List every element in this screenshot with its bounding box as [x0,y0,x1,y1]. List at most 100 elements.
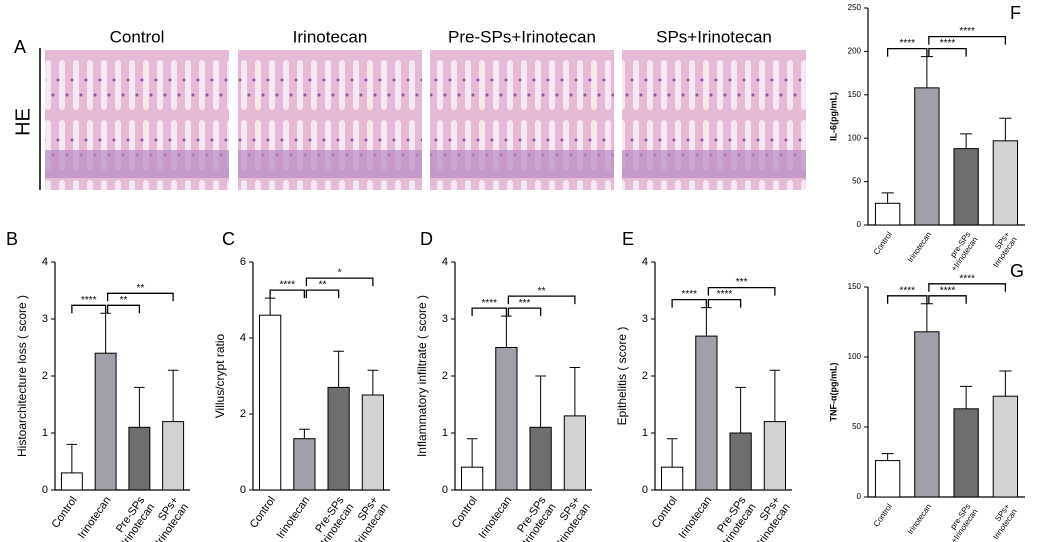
bar [94,352,117,491]
significance-label: ** [319,280,327,291]
x-tick-label: pre-SPs+Irinotecan [942,502,979,542]
y-tick-label: 0 [240,484,246,496]
y-axis-label: TNF-α(pg/mL) [828,362,838,421]
x-tick-label: pre-SPs+Irinotecan [942,230,979,273]
significance-label: *** [519,298,531,309]
y-tick-label: 0 [642,484,648,496]
y-axis-label: Inflammatory infiltrate ( score ) [415,295,429,457]
bar [953,148,979,226]
bar [695,335,718,491]
x-tick-label: SPs+Irinotecan [343,495,390,542]
significance-label: **** [940,285,956,296]
significance-label: ** [136,283,144,294]
bar [259,314,282,491]
bar [661,466,684,491]
panel-label: A [14,37,26,57]
x-tick-label: Irinotecan [906,502,934,536]
x-tick-label: Pre-SPs+Irinotecan [305,494,356,542]
error-bar [769,369,781,422]
significance-bracket [707,286,776,296]
significance-label: ** [120,295,128,306]
y-tick-label: 4 [642,256,648,268]
significance-label: **** [899,38,915,49]
significance-bracket [928,35,1007,45]
bar [162,421,185,491]
error-bar [134,386,145,428]
x-tick-label: Pre-SPs+Irinotecan [507,494,558,542]
bar [128,426,151,491]
panel-label: D [420,229,433,249]
error-bar [501,315,512,348]
x-tick-label: Control [872,502,894,528]
y-tick-label: 1 [442,427,448,439]
error-bar [960,133,973,149]
y-tick-label: 100 [848,133,862,142]
y-tick-label: 4 [442,256,448,268]
significance-bracket [671,298,708,308]
x-tick-label: Control [650,495,680,531]
significance-bracket [707,298,742,308]
bar [327,386,350,491]
bar [563,415,586,491]
y-tick-label: 0 [857,220,862,229]
x-tick-label: Irinotecan [275,495,313,541]
error-bar [367,369,379,395]
x-tick-label: Control [872,230,894,256]
y-tick-label: 1 [642,427,648,439]
error-bar [333,350,344,388]
significance-bracket [71,304,107,314]
x-tick-label: SPs+Irinotecan [745,495,792,542]
x-tick-label: SPs+Irinotecan [984,502,1019,541]
significance-label: **** [279,280,295,291]
significance-bracket [106,304,141,314]
bar [914,87,940,226]
significance-bracket [928,47,967,57]
significance-label: ** [538,286,546,297]
error-bar [701,307,712,337]
significance-bracket [471,307,508,317]
error-bar [881,192,894,204]
y-tick-label: 150 [848,282,862,291]
x-tick-label: SPs+Irinotecan [143,495,190,542]
error-bar [299,428,310,439]
panel-label: E [622,229,634,249]
significance-label: **** [940,38,956,49]
error-bar [666,438,678,468]
error-bar [920,56,933,88]
bar [461,466,484,491]
error-bar [535,375,546,428]
bar [729,432,752,491]
significance-bracket [886,295,928,304]
significance-label: **** [959,273,975,284]
y-tick-label: 100 [848,352,862,361]
y-tick-label: 200 [848,47,862,56]
crypt-band [45,150,229,178]
bar [914,331,940,498]
bar [953,408,979,498]
error-bar [735,386,746,433]
significance-bracket [269,289,306,299]
significance-label: *** [736,277,748,288]
significance-label: **** [959,26,975,37]
x-tick-label: Control [50,495,80,531]
error-bar [920,303,933,332]
bar [361,394,384,491]
error-bar [264,297,276,316]
significance-bracket [305,277,374,287]
x-tick-label: Control [450,495,480,531]
significance-label: **** [81,295,97,306]
y-tick-label: 3 [42,313,48,325]
column-title: Control [110,27,165,46]
panel-label: F [1010,3,1021,23]
x-tick-label: Irinotecan [477,495,515,541]
stain-label: HE [12,108,34,136]
x-tick-label: Irinotecan [76,495,114,541]
error-bar [66,443,78,473]
bar [529,426,552,491]
error-bar [999,117,1012,141]
crypt-band [430,150,614,178]
y-tick-label: 250 [848,3,862,12]
error-bar [960,385,973,409]
column-title: Pre-SPs+Irinotecan [448,27,596,46]
